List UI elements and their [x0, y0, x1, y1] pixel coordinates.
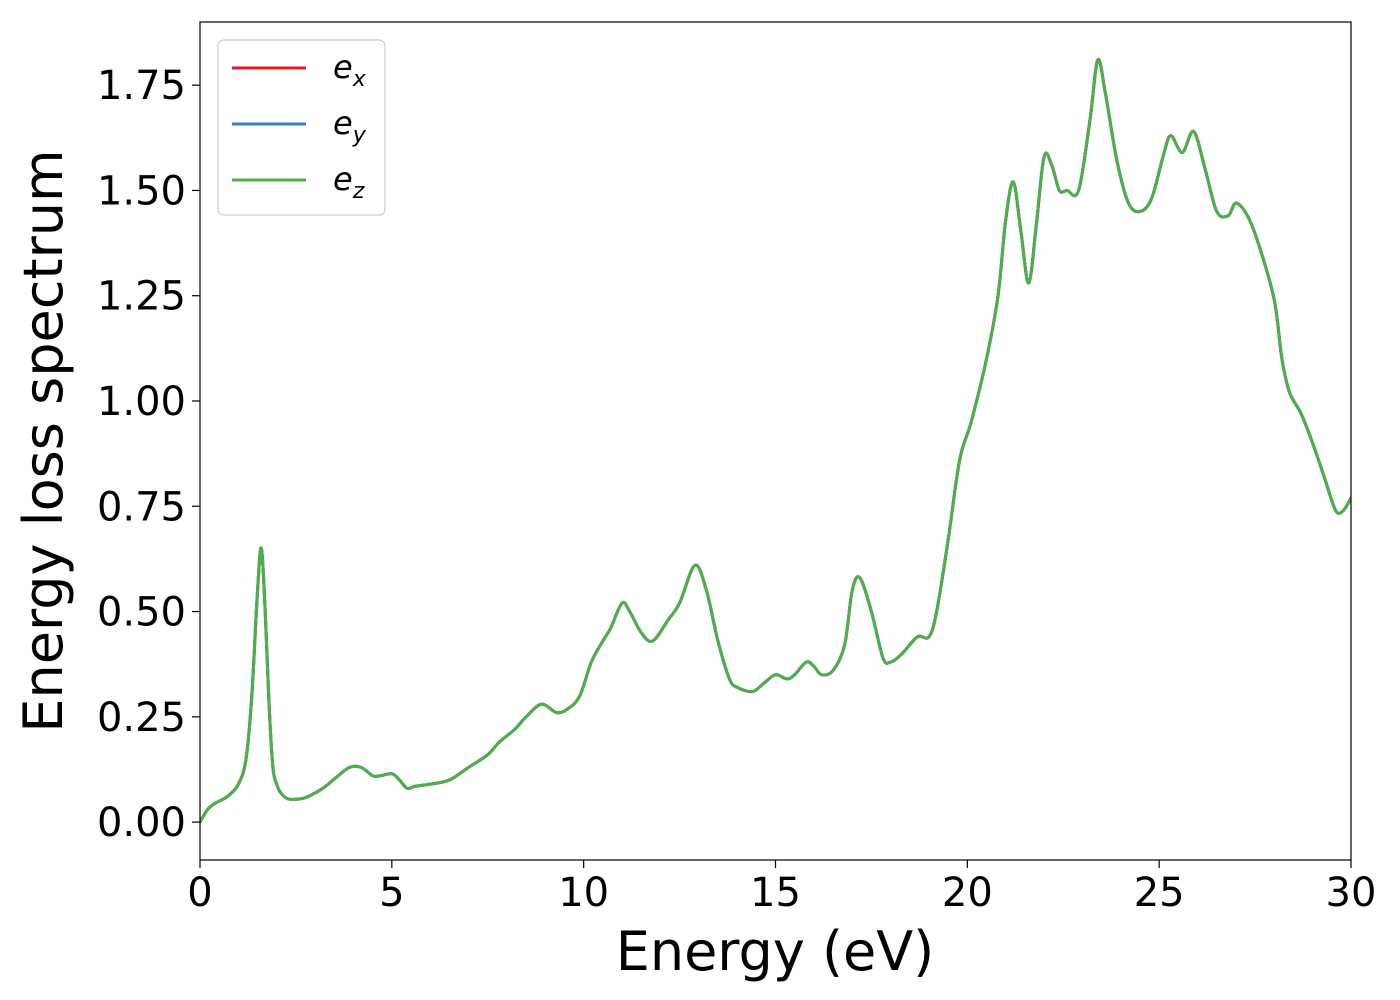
x-axis-ticks: 0 5 10 15 20 25 30: [187, 860, 1376, 916]
x-tick-label: 20: [942, 870, 993, 916]
y-tick-label: 0.50: [97, 590, 186, 636]
series-line-ez: [200, 57, 1351, 824]
y-tick-label: 0.75: [97, 484, 186, 530]
x-tick-label: 5: [379, 870, 404, 916]
legend-label: ex: [333, 48, 367, 92]
legend-box: [217, 39, 386, 216]
x-tick-label: 15: [750, 870, 801, 916]
y-axis-title: Energy loss spectrum: [12, 149, 75, 732]
x-tick-label: 30: [1326, 870, 1377, 916]
plot-frame: [199, 21, 1352, 861]
legend-label: ey: [333, 104, 367, 148]
x-tick-label: 0: [187, 870, 212, 916]
y-tick-label: 1.00: [97, 379, 186, 425]
y-tick-label: 0.00: [97, 800, 186, 846]
series-layer: [200, 57, 1351, 824]
plot-area: [200, 57, 1351, 824]
y-tick-label: 0.25: [97, 695, 186, 741]
legend: ex ey ez: [217, 39, 386, 216]
y-axis-ticks: 0.00 0.25 0.50 0.75 1.00 1.25 1.50 1.75: [97, 63, 200, 846]
y-tick-label: 1.25: [97, 274, 186, 320]
legend-label: ez: [333, 160, 365, 204]
x-tick-label: 25: [1134, 870, 1185, 916]
x-axis-title: Energy (eV): [616, 920, 935, 983]
y-tick-label: 1.50: [97, 168, 186, 214]
y-tick-label: 1.75: [97, 63, 186, 109]
x-tick-label: 10: [558, 870, 609, 916]
